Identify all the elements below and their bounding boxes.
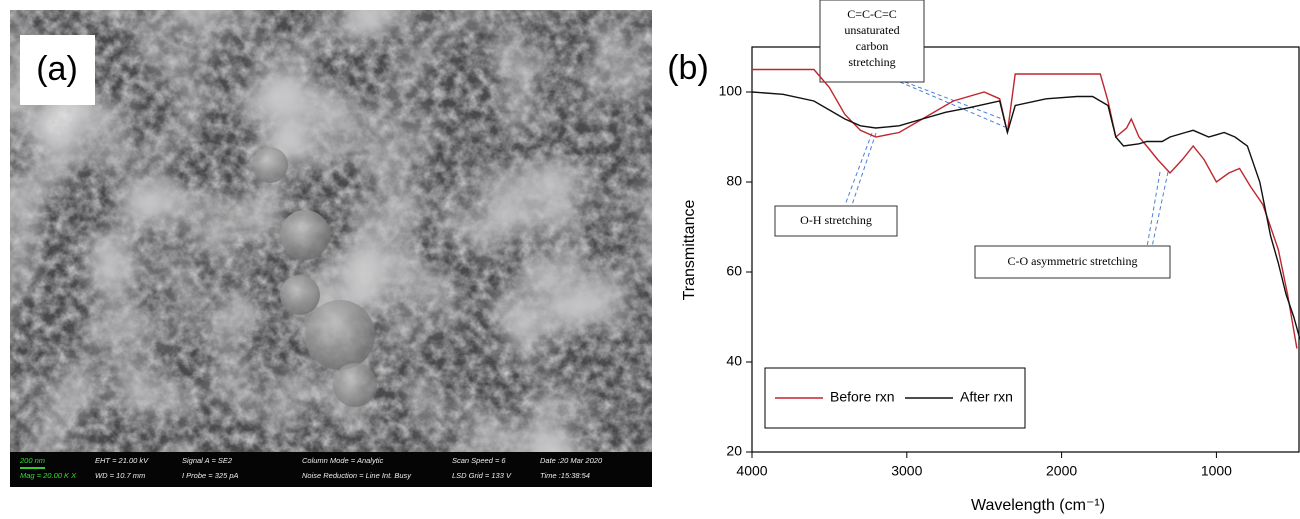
sem-info: Scan Speed = 6 [452,456,506,465]
x-tick-label: 1000 [1201,463,1232,479]
x-axis-label: Wavelength (cm⁻¹) [971,497,1105,514]
annotation-text: unsaturated [844,23,899,37]
leader-line [1151,171,1169,248]
x-tick-label: 2000 [1046,463,1077,479]
y-tick-label: 100 [719,83,743,99]
annotation-text: stretching [848,55,895,69]
legend-label: After rxn [960,389,1013,405]
y-tick-label: 80 [726,173,742,189]
leader-line [844,132,873,206]
leader-line [899,81,1006,128]
sem-info: Time :15:38:54 [540,471,590,480]
leader-line [904,81,1006,121]
ftir-chart: (b) 20 40 60 80 100 4000 3000 2000 1000 Wavelength… [667,0,1300,514]
sem-info: Date :20 Mar 2020 [540,456,603,465]
label-box [20,35,95,105]
sem-info: I Probe = 325 pA [182,471,239,480]
sem-info: Signal A = SE2 [182,456,233,465]
annotation-text: C-O asymmetric stretching [1008,254,1138,268]
annotation-text: carbon [856,39,889,53]
sem-image: (a) [10,10,652,487]
x-tick-label: 3000 [891,463,922,479]
annotation-box [974,245,1171,279]
x-tick-label: 4000 [736,463,767,479]
plot-frame [751,46,1300,453]
y-axis-label: Transmittance [681,200,698,301]
leader-line [1146,171,1161,248]
y-tick-label: 40 [726,353,742,369]
sem-info: WD = 10.7 mm [95,471,145,480]
legend-label: Before rxn [830,389,895,405]
series-line [751,91,1300,340]
leader-line [851,132,877,206]
y-tick-label: 60 [726,263,742,279]
sem-info: Mag = 20.00 K X [20,471,77,480]
panel-label: (a) [36,50,78,88]
series-line [752,68,1298,349]
sem-info: EHT = 21.00 kV [95,456,149,465]
sem-info: LSD Grid = 133 V [452,471,512,480]
y-tick-label: 20 [726,443,742,459]
annotation-text: C=C-C=C [847,7,897,21]
sem-info: Column Mode = Analytic [302,456,383,465]
sem-info: 200 nm [19,456,45,465]
panel-label: (b) [667,49,709,87]
annotation-box [774,205,898,237]
sem-info: Noise Reduction = Line Int. Busy [302,471,412,480]
annotation-box [819,0,925,83]
annotation-text: O-H stretching [800,213,872,227]
